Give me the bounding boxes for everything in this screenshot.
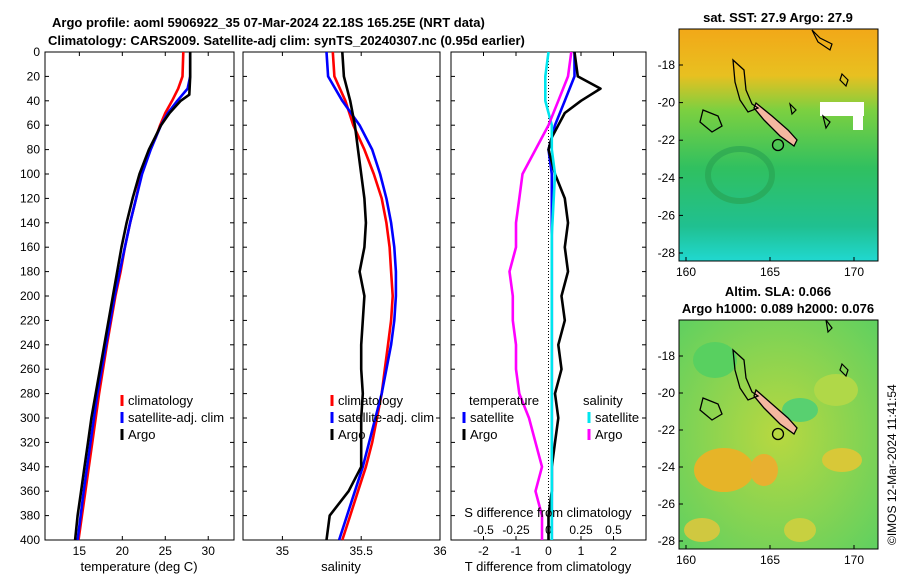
legend-s-argo: Argo [595, 427, 622, 442]
x-tick-label: 25 [159, 544, 173, 558]
legend-s-satellite: satellite [595, 410, 639, 425]
map-lat-label: -24 [658, 171, 676, 185]
series-line-satellite-adj-clim [325, 51, 398, 541]
y-tick-label: 340 [20, 460, 40, 474]
map-lat-label: -28 [658, 534, 676, 548]
legend-satellite: satellite-adj. clim [128, 410, 224, 425]
x-tick-label: 20 [116, 544, 130, 558]
map-bottom-title1: Altim. SLA: 0.066 [725, 284, 831, 299]
y-tick-label: 260 [20, 362, 40, 376]
difference-legend: temperature satellite Argo salinity sate… [462, 393, 639, 442]
temperature-xlabel: temperature (deg C) [80, 559, 197, 574]
y-tick-label: 380 [20, 509, 40, 523]
x-tick-label: 30 [202, 544, 216, 558]
map-lon-label: 160 [676, 265, 696, 279]
series-line-salinity-argo [508, 51, 573, 540]
depth-tick-labels: 0 20 40 60 80 100 120 140 160 180 200 220 240 260 280 3… [20, 45, 40, 547]
difference-xlabel-top: S difference from climatology [464, 505, 632, 520]
difference-xlabel: T difference from climatology [465, 559, 632, 574]
map-lat-label: -20 [658, 96, 676, 110]
y-tick-label: 240 [20, 338, 40, 352]
map-lat-label: -18 [658, 58, 676, 72]
map-lat-label: -26 [658, 497, 676, 511]
legend-t-argo: Argo [470, 427, 497, 442]
y-tick-label: 140 [20, 216, 40, 230]
y-tick-label: 80 [27, 143, 41, 157]
salinity-legend: climatology satellite-adj. clim Argo [330, 393, 434, 442]
sla-map [678, 319, 879, 550]
y-tick-label: 320 [20, 435, 40, 449]
title-line2: Climatology: CARS2009. Satellite-adj cli… [48, 33, 525, 48]
series-line-argo [73, 52, 192, 541]
y-tick-label: 60 [27, 118, 41, 132]
y-tick-label: 20 [27, 69, 41, 83]
series-line-temperature-argo [547, 51, 602, 540]
map-top-title: sat. SST: 27.9 Argo: 27.9 [703, 10, 853, 25]
x-tick-label: 35.5 [350, 544, 374, 558]
title-line1: Argo profile: aoml 5906922_35 07-Mar-202… [52, 15, 485, 30]
plot-frame [242, 51, 441, 541]
legend-climatology: climatology [338, 393, 404, 408]
map-lon-label: 170 [844, 553, 864, 567]
plot-frame [44, 51, 235, 541]
s-diff-tick-label: -0.5 [473, 523, 494, 537]
map-lon-label: 165 [760, 265, 780, 279]
legend-satellite: satellite-adj. clim [338, 410, 434, 425]
map-lat-label: -24 [658, 460, 676, 474]
x-tick-label: -1 [511, 544, 522, 558]
y-tick-label: 300 [20, 411, 40, 425]
x-tick-label: 1 [578, 544, 585, 558]
x-tick-label: 35 [276, 544, 290, 558]
series-line-satellite-adj-clim [76, 52, 192, 541]
x-tick-label: 15 [73, 544, 87, 558]
y-tick-label: 400 [20, 533, 40, 547]
map-lat-label: -26 [658, 208, 676, 222]
sst-map [678, 28, 879, 262]
map-lat-label: -22 [658, 423, 676, 437]
temperature-legend: climatology satellite-adj. clim Argo [120, 393, 224, 442]
y-tick-label: 200 [20, 289, 40, 303]
temperature-panel: 15 20 25 30 [44, 51, 235, 558]
y-tick-label: 220 [20, 313, 40, 327]
x-tick-label: 36 [433, 544, 447, 558]
map-lat-label: -20 [658, 386, 676, 400]
series-line-climatology [77, 51, 185, 541]
credit: ©IMOS 12-Mar-2024 11:41:54 [885, 384, 899, 545]
x-tick-label: -2 [478, 544, 489, 558]
s-diff-tick-label: -0.25 [502, 523, 530, 537]
s-diff-tick-label: 0.5 [605, 523, 622, 537]
map-lon-label: 165 [760, 553, 780, 567]
map-bottom-title2: Argo h1000: 0.089 h2000: 0.076 [682, 301, 874, 316]
series-line-salinity-satellite [543, 51, 557, 540]
legend-salinity-header: salinity [583, 393, 623, 408]
legend-argo: Argo [338, 427, 365, 442]
salinity-xlabel: salinity [321, 559, 361, 574]
y-tick-label: 180 [20, 265, 40, 279]
y-tick-label: 120 [20, 191, 40, 205]
y-tick-label: 0 [33, 45, 40, 59]
legend-climatology: climatology [128, 393, 194, 408]
y-tick-label: 100 [20, 167, 40, 181]
x-tick-label: 0 [545, 544, 552, 558]
map-lon-label: 160 [676, 553, 696, 567]
legend-argo: Argo [128, 427, 155, 442]
s-diff-tick-label: 0.25 [569, 523, 593, 537]
map-lat-label: -22 [658, 133, 676, 147]
map-lon-label: 170 [844, 265, 864, 279]
y-tick-label: 360 [20, 484, 40, 498]
x-tick-label: 2 [610, 544, 617, 558]
y-tick-label: 280 [20, 387, 40, 401]
legend-temperature-header: temperature [469, 393, 539, 408]
y-tick-label: 40 [27, 94, 41, 108]
y-tick-label: 160 [20, 240, 40, 254]
salinity-panel: 35 35.5 36 [242, 51, 447, 558]
series-line-argo [325, 51, 368, 541]
legend-t-satellite: satellite [470, 410, 514, 425]
map-lat-label: -28 [658, 246, 676, 260]
map-lat-label: -18 [658, 349, 676, 363]
